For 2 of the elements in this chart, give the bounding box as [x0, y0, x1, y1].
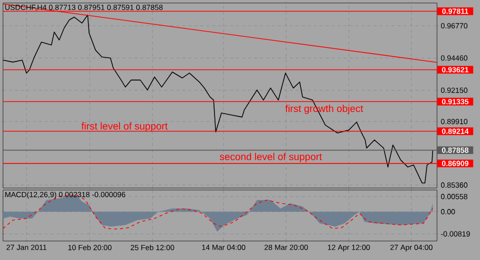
annotation: first level of support: [81, 122, 168, 132]
annotation: second level of support: [220, 152, 322, 162]
